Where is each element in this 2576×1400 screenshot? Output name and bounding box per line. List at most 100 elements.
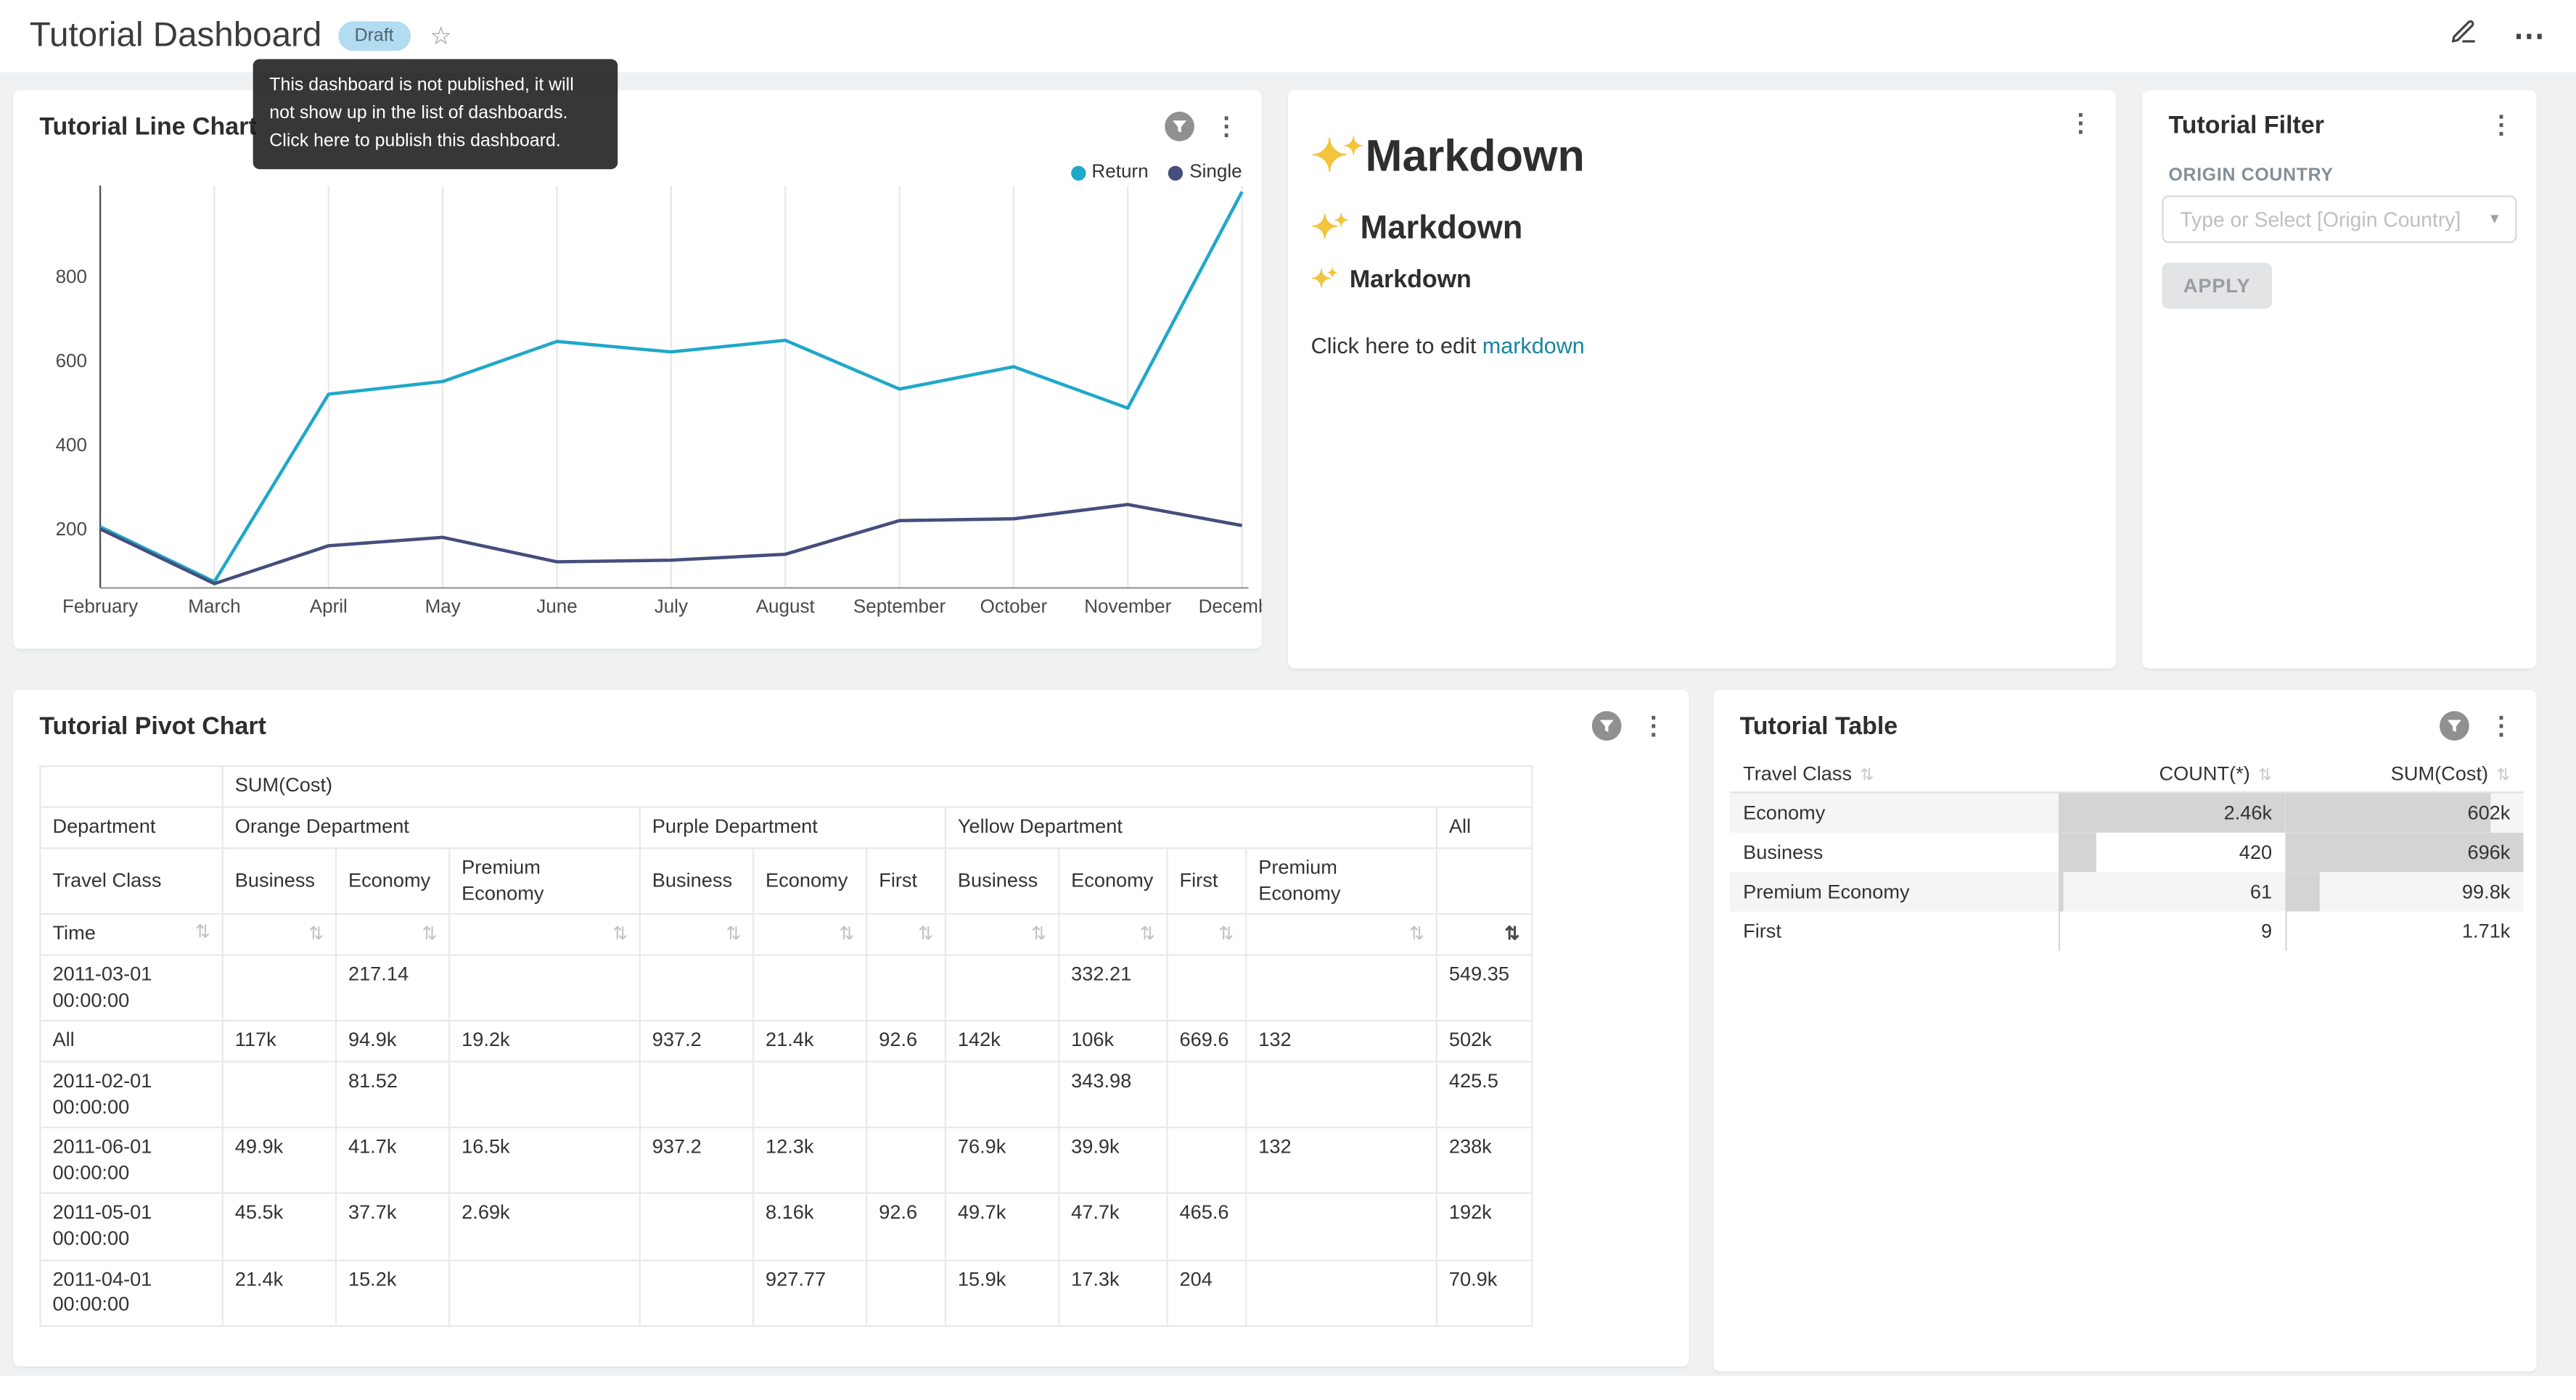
pivot-time-cell: 2011-03-01 00:00:00 xyxy=(40,955,222,1021)
pivot-sort-cell: ⇅ xyxy=(640,914,753,955)
sort-icon[interactable]: ⇅ xyxy=(2496,767,2510,785)
pivot-subdimension-label: Travel Class xyxy=(40,848,222,914)
value-text: 420 xyxy=(2239,840,2272,863)
kebab-menu-icon[interactable]: ⋮ xyxy=(2489,714,2514,738)
pivot-value-cell xyxy=(1246,1062,1437,1128)
value-bar xyxy=(2285,871,2319,910)
column-header-count[interactable]: COUNT(*)⇅ xyxy=(2059,755,2285,792)
sort-icon[interactable]: ⇅ xyxy=(1031,923,1046,946)
markdown-edit-link[interactable]: markdown xyxy=(1482,333,1585,358)
kebab-menu-icon[interactable]: ⋮ xyxy=(2068,112,2093,136)
cross-filter-icon[interactable] xyxy=(2440,711,2469,741)
travel-class-cell: Premium Economy xyxy=(1730,871,2059,910)
pivot-value-cell: 937.2 xyxy=(640,1128,753,1194)
pivot-value-cell: 502k xyxy=(1437,1021,1532,1062)
y-tick-label: 600 xyxy=(56,350,87,371)
pivot-value-cell: 39.9k xyxy=(1059,1128,1167,1194)
line-chart-card: Tutorial Line Chart ⋮ ReturnSingle 20040… xyxy=(13,91,1262,649)
sort-icon[interactable]: ⇅ xyxy=(195,922,210,945)
sort-icon[interactable]: ⇅ xyxy=(1409,923,1424,946)
x-tick-label: June xyxy=(536,595,577,617)
x-tick-label: December xyxy=(1199,595,1262,617)
pivot-value-cell xyxy=(223,1062,336,1128)
filter-card: Tutorial Filter ⋮ ORIGIN COUNTRY Type or… xyxy=(2142,91,2536,669)
pivot-row-dimension-label: Time⇅ xyxy=(40,914,222,955)
sparkles-icon: ✦✦ xyxy=(1311,211,1350,247)
pivot-value-cell xyxy=(946,955,1059,1021)
legend-label: Single xyxy=(1189,162,1242,182)
x-tick-label: March xyxy=(188,595,240,617)
pivot-metric-label: SUM(Cost) xyxy=(223,766,1532,807)
sort-icon[interactable]: ⇅ xyxy=(422,923,437,946)
sort-icon[interactable]: ⇅ xyxy=(1860,767,1874,785)
chart-legend: Return Single xyxy=(1070,162,1242,182)
x-tick-label: July xyxy=(655,595,688,617)
markdown-h2: ✦✦Markdown xyxy=(1311,209,2090,248)
value-cell: 696k xyxy=(2285,832,2523,871)
more-actions-icon[interactable]: ⋯ xyxy=(2514,20,2546,52)
legend-label: Return xyxy=(1091,162,1148,182)
cross-filter-icon[interactable] xyxy=(1592,711,1622,741)
edit-dashboard-icon[interactable] xyxy=(2450,18,2477,54)
sort-icon[interactable]: ⇅ xyxy=(839,923,854,946)
pivot-group-header: Yellow Department xyxy=(946,807,1437,849)
data-table: Travel Class⇅COUNT(*)⇅SUM(Cost)⇅Economy2… xyxy=(1730,755,2524,950)
sort-icon[interactable]: ⇅ xyxy=(308,923,324,946)
pivot-value-cell: 204 xyxy=(1168,1260,1247,1326)
pivot-value-cell: 192k xyxy=(1437,1194,1532,1260)
pivot-class-header: Business xyxy=(946,848,1059,914)
pivot-value-cell: 19.2k xyxy=(449,1021,640,1062)
sort-icon[interactable]: ⇅ xyxy=(2258,767,2272,785)
sort-icon[interactable]: ⇅ xyxy=(1218,923,1234,946)
value-cell: 602k xyxy=(2285,792,2523,831)
y-tick-label: 200 xyxy=(56,518,87,540)
pivot-value-cell: 45.5k xyxy=(223,1194,336,1260)
legend-dot xyxy=(1070,165,1085,180)
sort-icon[interactable]: ⇅ xyxy=(612,923,628,946)
kebab-menu-icon[interactable]: ⋮ xyxy=(1641,714,1666,738)
pivot-value-cell: 92.6 xyxy=(866,1021,946,1062)
draft-badge[interactable]: Draft xyxy=(338,21,410,51)
pivot-value-cell: 106k xyxy=(1059,1021,1167,1062)
pivot-value-cell: 37.7k xyxy=(336,1194,449,1260)
column-header-travelclass[interactable]: Travel Class⇅ xyxy=(1730,755,2059,792)
sort-icon[interactable]: ⇅ xyxy=(1504,923,1519,946)
pivot-value-cell: 15.9k xyxy=(946,1260,1059,1326)
pivot-value-cell: 927.77 xyxy=(753,1260,866,1326)
column-header-sumcost[interactable]: SUM(Cost)⇅ xyxy=(2285,755,2523,792)
markdown-h3: ✦✦Markdown xyxy=(1311,265,2090,297)
pivot-sort-cell: ⇅ xyxy=(1437,914,1532,955)
pivot-value-cell: 76.9k xyxy=(946,1128,1059,1194)
apply-button[interactable]: APPLY xyxy=(2162,263,2271,308)
page-title: Tutorial Dashboard xyxy=(30,17,322,56)
sort-icon[interactable]: ⇅ xyxy=(1140,923,1155,946)
sort-icon[interactable]: ⇅ xyxy=(918,923,933,946)
sort-icon[interactable]: ⇅ xyxy=(726,923,741,946)
pivot-row: 2011-05-01 00:00:0045.5k37.7k2.69k8.16k9… xyxy=(40,1194,1532,1260)
favorite-star-icon[interactable]: ☆ xyxy=(430,21,451,51)
y-tick-label: 800 xyxy=(56,265,87,287)
legend-dot xyxy=(1168,165,1183,180)
y-tick-label: 400 xyxy=(56,434,87,456)
pivot-class-header xyxy=(1437,848,1532,914)
legend-item-single[interactable]: Single xyxy=(1168,162,1242,182)
pivot-table-container: SUM(Cost)DepartmentOrange DepartmentPurp… xyxy=(39,765,1533,1327)
pivot-value-cell: 81.52 xyxy=(336,1062,449,1128)
origin-country-select[interactable]: Type or Select [Origin Country] ▾ xyxy=(2162,195,2516,243)
value-bar xyxy=(2285,910,2286,950)
value-cell: 420 xyxy=(2059,832,2285,871)
kebab-menu-icon[interactable]: ⋮ xyxy=(2489,113,2514,138)
pivot-sort-cell: ⇅ xyxy=(1059,914,1167,955)
legend-item-return[interactable]: Return xyxy=(1070,162,1149,182)
pivot-sort-cell: ⇅ xyxy=(866,914,946,955)
pivot-value-cell: 47.7k xyxy=(1059,1194,1167,1260)
pivot-table: SUM(Cost)DepartmentOrange DepartmentPurp… xyxy=(39,765,1533,1327)
pivot-value-cell xyxy=(1168,1128,1247,1194)
pivot-value-cell xyxy=(753,1062,866,1128)
pivot-value-cell: 94.9k xyxy=(336,1021,449,1062)
value-text: 99.8k xyxy=(2462,879,2510,902)
pivot-value-cell xyxy=(946,1062,1059,1128)
pivot-class-header: First xyxy=(1168,848,1247,914)
pivot-value-cell xyxy=(866,1062,946,1128)
pivot-value-cell xyxy=(640,1194,753,1260)
